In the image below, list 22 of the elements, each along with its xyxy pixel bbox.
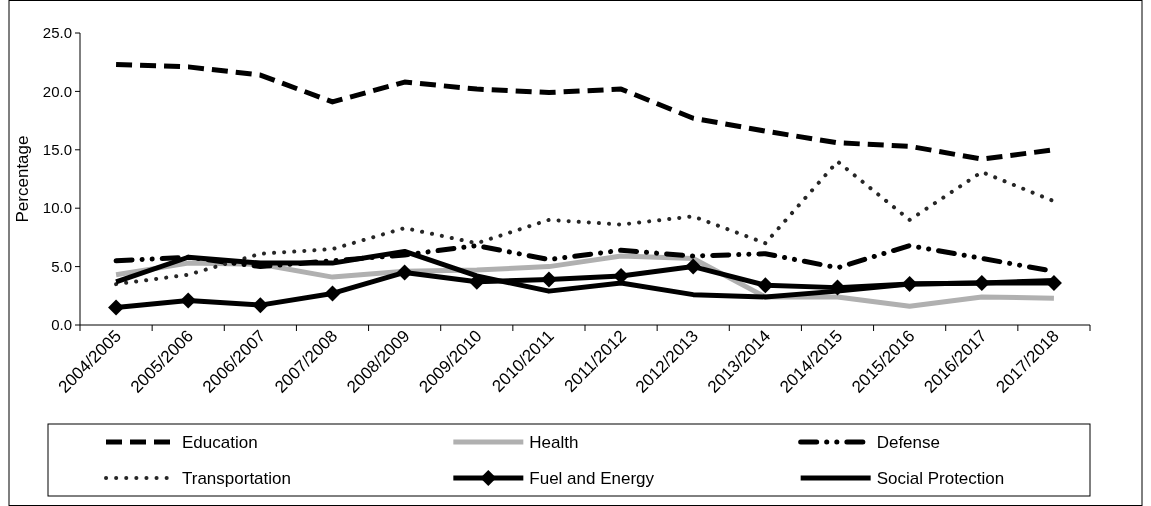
point <box>180 292 197 309</box>
point <box>901 276 918 293</box>
y-tick-label: 20.0 <box>42 82 72 100</box>
y-axis-title: Percentage <box>13 135 32 223</box>
y-tick-label: 15.0 <box>42 141 72 159</box>
legend-label: Transportation <box>182 468 291 488</box>
legend-label: Social Protection <box>876 468 1005 488</box>
legend-label: Defense <box>876 432 940 452</box>
y-tick-label: 0.0 <box>51 316 72 334</box>
point <box>252 297 269 314</box>
point <box>685 258 702 275</box>
point <box>108 299 125 316</box>
y-tick-label: 10.0 <box>42 199 72 217</box>
point <box>540 271 557 288</box>
line-series <box>114 159 1056 287</box>
point <box>396 264 413 281</box>
legend-label: Fuel and Energy <box>529 468 655 488</box>
legend-label: Education <box>182 432 258 452</box>
y-tick-label: 25.0 <box>42 24 72 42</box>
legend-label: Health <box>529 432 579 452</box>
point <box>324 285 341 302</box>
y-tick-label: 5.0 <box>51 257 72 275</box>
